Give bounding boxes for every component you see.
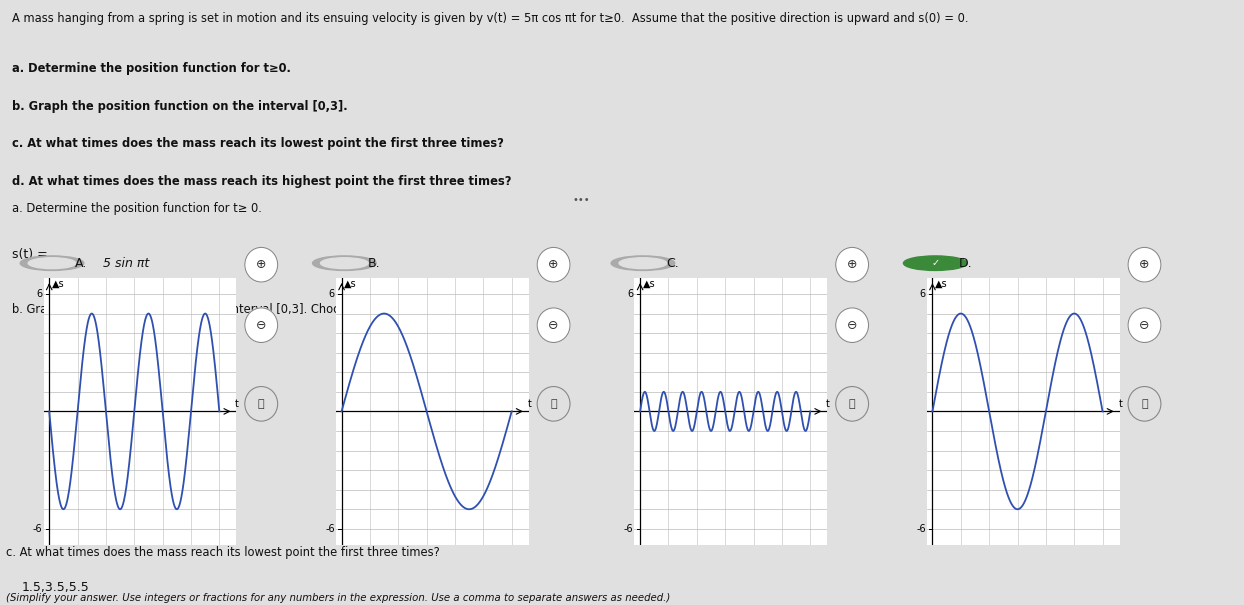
Text: b. Graph the position function on the interval [0,3]. Choose the correct graph b: b. Graph the position function on the in… <box>12 303 498 316</box>
Circle shape <box>1128 308 1161 342</box>
Circle shape <box>29 258 76 269</box>
Circle shape <box>20 256 83 270</box>
Circle shape <box>245 247 277 282</box>
Text: t: t <box>235 399 239 408</box>
Circle shape <box>245 387 277 421</box>
Text: ⊖: ⊖ <box>256 319 266 332</box>
Text: c. At what times does the mass reach its lowest point the first three times?: c. At what times does the mass reach its… <box>6 546 440 559</box>
Circle shape <box>836 247 868 282</box>
Text: ⊕: ⊕ <box>847 258 857 271</box>
Text: ⧉: ⧉ <box>848 399 856 409</box>
Text: D.: D. <box>959 257 973 270</box>
Text: ⧉: ⧉ <box>550 399 557 409</box>
Text: -6: -6 <box>32 524 42 534</box>
Text: t: t <box>527 399 531 408</box>
Text: ⧉: ⧉ <box>258 399 265 409</box>
Text: b. Graph the position function on the interval [0,3].: b. Graph the position function on the in… <box>12 100 348 113</box>
Text: 5 sin πt: 5 sin πt <box>103 257 149 270</box>
Text: ▲s: ▲s <box>345 279 357 289</box>
Circle shape <box>611 256 674 270</box>
Circle shape <box>321 258 368 269</box>
Text: -6: -6 <box>325 524 335 534</box>
Circle shape <box>1128 247 1161 282</box>
Text: d. At what times does the mass reach its highest point the first three times?: d. At what times does the mass reach its… <box>12 175 511 188</box>
Circle shape <box>836 308 868 342</box>
Text: ⊖: ⊖ <box>1140 319 1149 332</box>
Text: B.: B. <box>368 257 381 270</box>
Text: -6: -6 <box>623 524 633 534</box>
Text: -6: -6 <box>916 524 926 534</box>
Circle shape <box>537 308 570 342</box>
Text: t: t <box>826 399 830 408</box>
Text: C.: C. <box>667 257 679 270</box>
Circle shape <box>620 258 667 269</box>
Text: ✓: ✓ <box>932 258 939 268</box>
Text: A.: A. <box>76 257 87 270</box>
Text: s(t) =: s(t) = <box>12 248 52 261</box>
Circle shape <box>537 247 570 282</box>
Circle shape <box>1128 387 1161 421</box>
Text: 6: 6 <box>627 289 633 299</box>
Text: c. At what times does the mass reach its lowest point the first three times?: c. At what times does the mass reach its… <box>12 137 504 150</box>
Text: 6: 6 <box>328 289 335 299</box>
Text: A mass hanging from a spring is set in motion and its ensuing velocity is given : A mass hanging from a spring is set in m… <box>12 11 969 25</box>
Text: ⊕: ⊕ <box>549 258 559 271</box>
Text: ⊖: ⊖ <box>847 319 857 332</box>
Text: (Simplify your answer. Use integers or fractions for any numbers in the expressi: (Simplify your answer. Use integers or f… <box>6 593 671 603</box>
Text: ⊕: ⊕ <box>1140 258 1149 271</box>
Text: ▲s: ▲s <box>643 279 656 289</box>
Text: ▲s: ▲s <box>52 279 65 289</box>
Text: 6: 6 <box>919 289 926 299</box>
Text: t: t <box>1118 399 1122 408</box>
Text: •••: ••• <box>572 195 591 205</box>
Circle shape <box>903 256 967 270</box>
Text: ⧉: ⧉ <box>1141 399 1148 409</box>
Text: a. Determine the position function for t≥ 0.: a. Determine the position function for t… <box>12 201 262 215</box>
Circle shape <box>836 387 868 421</box>
Text: ⊕: ⊕ <box>256 258 266 271</box>
Text: 6: 6 <box>36 289 42 299</box>
Circle shape <box>312 256 376 270</box>
Text: ⊖: ⊖ <box>549 319 559 332</box>
Circle shape <box>245 308 277 342</box>
Text: ▲s: ▲s <box>935 279 948 289</box>
Text: a. Determine the position function for t≥0.: a. Determine the position function for t… <box>12 62 291 75</box>
Text: 1.5,3.5,5.5: 1.5,3.5,5.5 <box>22 581 90 594</box>
Circle shape <box>537 387 570 421</box>
